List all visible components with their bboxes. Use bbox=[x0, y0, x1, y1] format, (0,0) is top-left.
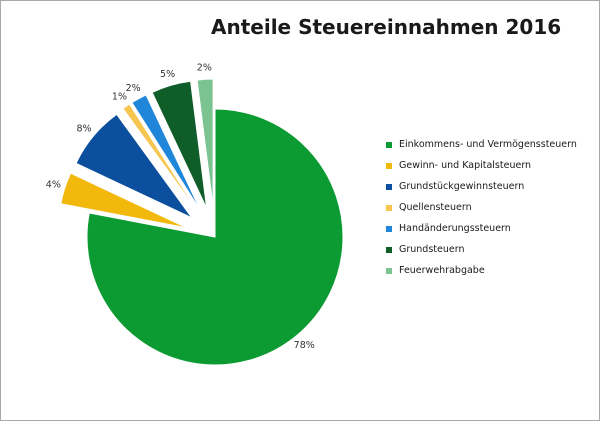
pie-data-label-1: 4% bbox=[46, 179, 61, 190]
legend-item-2: Grundstückgewinnsteuern bbox=[386, 181, 596, 202]
legend-swatch bbox=[386, 142, 392, 148]
legend-swatch bbox=[386, 247, 392, 253]
legend-item-0: Einkommens- und Vermögenssteuern bbox=[386, 139, 596, 160]
chart-title: Anteile Steuereinnahmen 2016 bbox=[211, 15, 562, 39]
legend-swatch bbox=[386, 226, 392, 232]
pie-data-label-2: 8% bbox=[76, 124, 91, 135]
legend-item-1: Gewinn- und Kapitalsteuern bbox=[386, 160, 596, 181]
pie-data-label-5: 5% bbox=[160, 69, 175, 80]
legend-label: Feuerwehrabgabe bbox=[399, 265, 485, 276]
pie-slice-2 bbox=[75, 113, 193, 219]
pie-slice-1 bbox=[60, 172, 187, 229]
legend-label: Einkommens- und Vermögenssteuern bbox=[399, 139, 577, 150]
legend-label: Gewinn- und Kapitalsteuern bbox=[399, 160, 532, 171]
pie-data-label-0: 78% bbox=[294, 340, 315, 351]
pie-data-label-4: 2% bbox=[126, 83, 141, 94]
legend-label: Grundstückgewinnsteuern bbox=[399, 181, 525, 192]
pie-data-label-3: 1% bbox=[112, 91, 127, 102]
legend-item-6: Feuerwehrabgabe bbox=[386, 265, 596, 286]
legend-swatch bbox=[386, 205, 392, 211]
legend-label: Grundsteuern bbox=[399, 244, 465, 255]
pie-slice-0 bbox=[86, 108, 344, 366]
legend-swatch bbox=[386, 163, 392, 169]
legend-swatch bbox=[386, 184, 392, 190]
legend-item-4: Handänderungssteuern bbox=[386, 223, 596, 244]
pie-slice-5 bbox=[151, 80, 208, 209]
pie-slice-4 bbox=[131, 94, 201, 211]
chart-legend: Einkommens- und Vermögenssteuern Gewinn- … bbox=[386, 139, 596, 286]
legend-label: Quellensteuern bbox=[399, 202, 472, 213]
legend-label: Handänderungssteuern bbox=[399, 223, 511, 234]
legend-swatch bbox=[386, 268, 392, 274]
pie-data-label-6: 2% bbox=[197, 62, 212, 73]
legend-item-5: Grundsteuern bbox=[386, 244, 596, 265]
pie-slice-6 bbox=[196, 78, 214, 208]
pie-slice-3 bbox=[122, 103, 199, 213]
legend-item-3: Quellensteuern bbox=[386, 202, 596, 223]
